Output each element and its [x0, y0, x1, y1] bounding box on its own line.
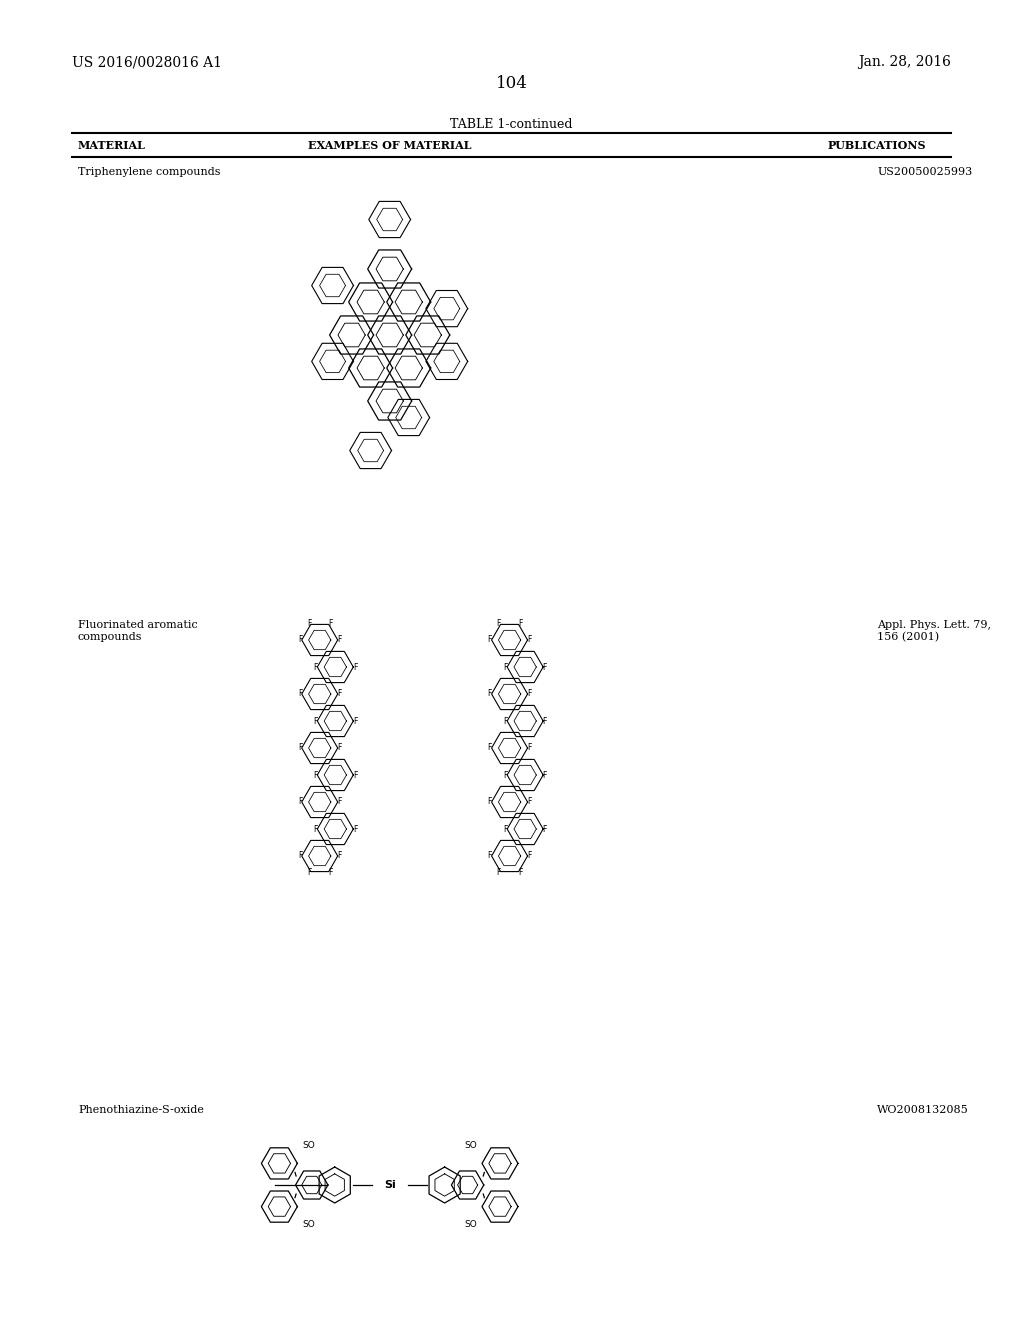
Text: SO: SO: [464, 1220, 477, 1229]
Text: F: F: [353, 771, 357, 780]
Text: F: F: [337, 797, 342, 807]
Text: US 2016/0028016 A1: US 2016/0028016 A1: [72, 55, 222, 69]
Text: F: F: [497, 867, 501, 876]
Text: Appl. Phys. Lett. 79,
156 (2001): Appl. Phys. Lett. 79, 156 (2001): [878, 620, 991, 642]
Text: F: F: [298, 689, 302, 698]
Text: F: F: [329, 619, 333, 628]
Text: SO: SO: [302, 1220, 315, 1229]
Text: F: F: [503, 717, 508, 726]
Text: F: F: [337, 851, 342, 861]
Text: F: F: [503, 825, 508, 833]
Text: F: F: [527, 635, 531, 644]
Text: F: F: [527, 851, 531, 861]
Text: PUBLICATIONS: PUBLICATIONS: [828, 140, 927, 150]
Text: EXAMPLES OF MATERIAL: EXAMPLES OF MATERIAL: [308, 140, 471, 150]
Text: F: F: [307, 619, 311, 628]
Text: 104: 104: [496, 75, 527, 92]
Text: F: F: [527, 689, 531, 698]
Text: F: F: [337, 689, 342, 698]
Text: F: F: [337, 635, 342, 644]
Text: F: F: [329, 867, 333, 876]
Text: F: F: [353, 717, 357, 726]
Text: F: F: [527, 743, 531, 752]
Text: F: F: [543, 825, 547, 833]
Text: Si: Si: [384, 1180, 395, 1191]
Text: Phenothiazine-S-oxide: Phenothiazine-S-oxide: [78, 1105, 204, 1115]
Text: F: F: [503, 771, 508, 780]
Text: Jan. 28, 2016: Jan. 28, 2016: [858, 55, 951, 69]
Text: F: F: [337, 743, 342, 752]
Text: F: F: [497, 619, 501, 628]
Text: F: F: [353, 825, 357, 833]
Text: F: F: [298, 635, 302, 644]
Text: F: F: [487, 743, 492, 752]
Text: F: F: [313, 825, 317, 833]
Text: SO: SO: [464, 1140, 477, 1150]
Text: F: F: [503, 663, 508, 672]
Text: MATERIAL: MATERIAL: [78, 140, 145, 150]
Text: F: F: [487, 851, 492, 861]
Text: Triphenylene compounds: Triphenylene compounds: [78, 168, 220, 177]
Text: F: F: [298, 743, 302, 752]
Text: F: F: [298, 851, 302, 861]
Text: F: F: [307, 867, 311, 876]
Text: F: F: [313, 771, 317, 780]
Text: F: F: [543, 663, 547, 672]
Text: F: F: [298, 797, 302, 807]
Text: F: F: [487, 797, 492, 807]
Text: F: F: [543, 717, 547, 726]
Text: F: F: [543, 771, 547, 780]
Text: SO: SO: [302, 1140, 315, 1150]
Text: F: F: [518, 619, 522, 628]
Text: US20050025993: US20050025993: [878, 168, 973, 177]
Text: F: F: [518, 867, 522, 876]
Text: F: F: [527, 797, 531, 807]
Text: TABLE 1-continued: TABLE 1-continued: [451, 117, 572, 131]
Text: Fluorinated aromatic
compounds: Fluorinated aromatic compounds: [78, 620, 198, 642]
Text: F: F: [487, 635, 492, 644]
Text: WO2008132085: WO2008132085: [878, 1105, 969, 1115]
Text: F: F: [313, 663, 317, 672]
Text: F: F: [313, 717, 317, 726]
Text: F: F: [353, 663, 357, 672]
Text: F: F: [487, 689, 492, 698]
